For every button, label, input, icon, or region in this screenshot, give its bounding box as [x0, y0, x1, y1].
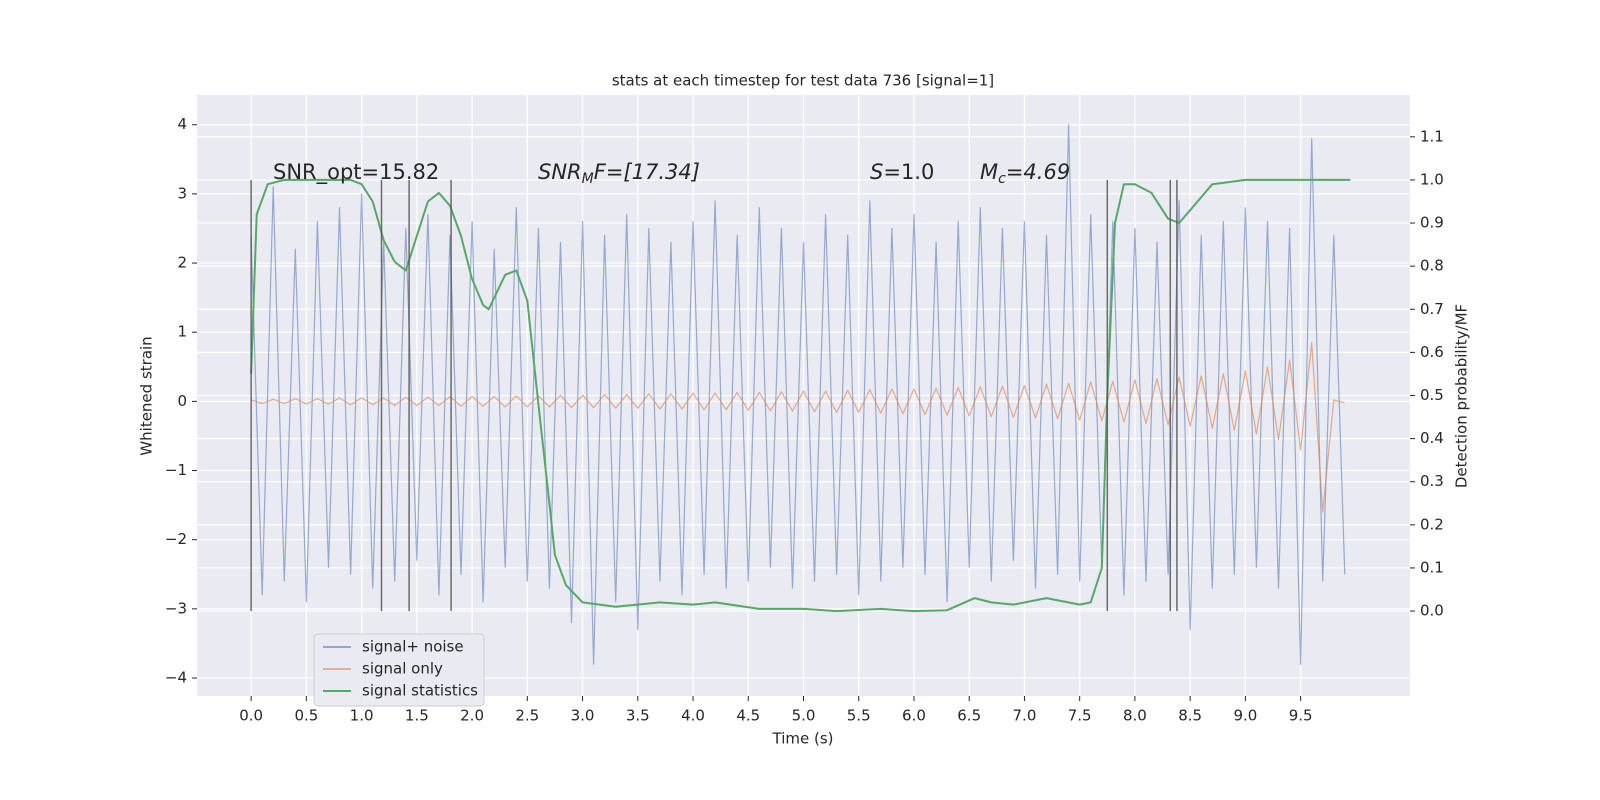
x-tick-label: 3.5 [626, 707, 650, 725]
annotation: S=1.0 [870, 160, 934, 184]
y-tick-label: −4 [165, 669, 187, 687]
y-tick-label: −1 [165, 461, 187, 479]
y2-tick-label: 0.4 [1420, 429, 1444, 447]
x-tick-label: 2.0 [460, 707, 484, 725]
y2-axis-label: Detection probability/MF [1453, 304, 1471, 488]
annotation-sub: M [582, 171, 594, 187]
legend-box [313, 633, 485, 707]
x-tick-label: 2.5 [515, 707, 539, 725]
series-line [250, 178, 1351, 613]
legend-label: signal statistics [362, 682, 478, 700]
y-tick-label: −3 [165, 599, 187, 617]
y2-tick-label: 1.0 [1420, 170, 1444, 188]
annotation: SNR_opt=15.82 [273, 160, 439, 185]
annotation-sub: c [998, 171, 1006, 187]
series-line [250, 124, 1346, 665]
legend-label: signal only [362, 660, 443, 678]
x-tick-label: 0.0 [239, 707, 263, 725]
y2-tick-label: 0.6 [1420, 343, 1444, 361]
annotation: SNRMF=[17.34] [538, 160, 700, 187]
annotation-tail: =4.69 [1006, 160, 1070, 184]
y2-tick-label: 0.9 [1420, 214, 1444, 232]
chart-title: stats at each timestep for test data 736… [612, 72, 994, 90]
y2-tick-label: 1.1 [1420, 127, 1444, 145]
y2-tick-label: 0.0 [1420, 602, 1444, 620]
x-tick-label: 9.0 [1233, 707, 1257, 725]
annotation-tail: F=[17.34] [594, 160, 700, 184]
y-axis-label: Whitened strain [138, 336, 156, 455]
annotation-main: S [870, 160, 883, 184]
x-tick-label: 7.0 [1013, 707, 1037, 725]
x-tick-label: 5.5 [847, 707, 871, 725]
y-tick-label: 1 [177, 323, 187, 341]
y-tick-label: −2 [165, 530, 187, 548]
series-line [250, 342, 1345, 513]
y2-tick-label: 0.7 [1420, 300, 1444, 318]
y2-tick-label: 0.5 [1420, 386, 1444, 404]
y-tick-label: 4 [177, 115, 187, 133]
x-tick-label: 9.5 [1289, 707, 1313, 725]
y2-tick-label: 0.1 [1420, 558, 1444, 576]
annotation-main: SNR [538, 160, 582, 184]
x-tick-label: 4.0 [681, 707, 705, 725]
y-tick-label: 0 [177, 392, 187, 410]
annotation: Mc=4.69 [980, 160, 1070, 187]
x-tick-label: 8.5 [1178, 707, 1202, 725]
annotation-main: M [980, 160, 998, 184]
y-tick-label: 3 [177, 184, 187, 202]
y2-tick-label: 0.3 [1420, 472, 1444, 490]
y2-tick-label: 0.8 [1420, 257, 1444, 275]
y-tick-label: 2 [177, 254, 187, 272]
x-tick-label: 5.0 [792, 707, 816, 725]
x-tick-label: 1.0 [350, 707, 374, 725]
x-tick-label: 8.0 [1123, 707, 1147, 725]
x-tick-label: 1.5 [405, 707, 429, 725]
x-tick-label: 7.5 [1068, 707, 1092, 725]
x-tick-label: 0.5 [294, 707, 318, 725]
annotation-tail: =1.0 [883, 160, 934, 184]
y2-tick-label: 0.2 [1420, 515, 1444, 533]
x-tick-label: 4.5 [736, 707, 760, 725]
x-tick-label: 6.0 [902, 707, 926, 725]
x-tick-label: 3.0 [571, 707, 595, 725]
x-axis-label: Time (s) [772, 730, 834, 748]
legend-label: signal+ noise [362, 638, 464, 656]
x-tick-label: 6.5 [957, 707, 981, 725]
